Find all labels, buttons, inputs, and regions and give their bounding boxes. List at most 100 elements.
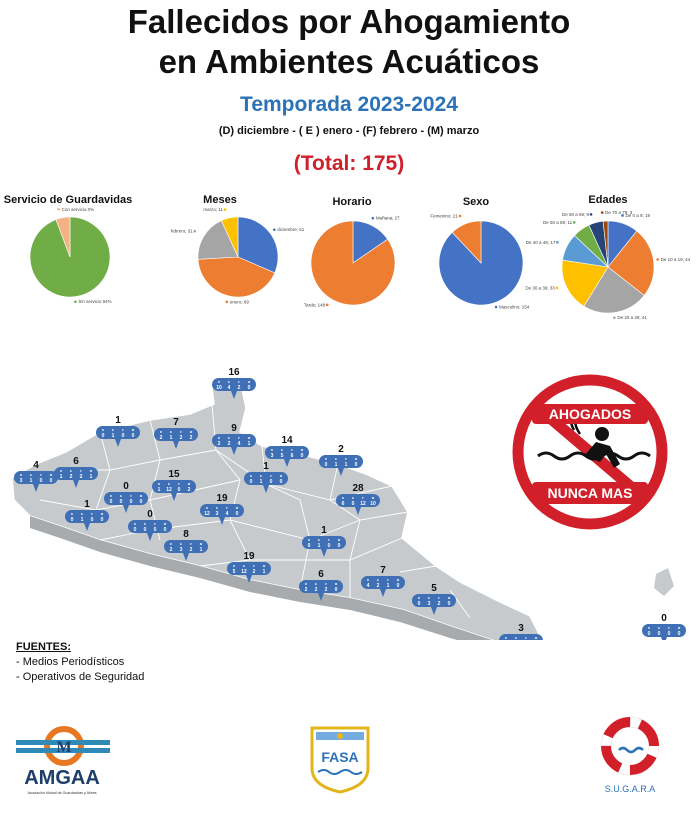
sources-block: FUENTES: - Medios Periodísticos - Operat… <box>16 640 144 685</box>
month-value: 5 <box>233 569 236 575</box>
month-value: 1 <box>248 441 251 447</box>
month-letter: E <box>112 428 114 432</box>
month-letter: D <box>305 582 308 586</box>
pie-slice <box>197 220 239 260</box>
month-value: 1 <box>318 543 321 549</box>
region-marker: 16 D10 E4 F2 M0 <box>212 367 256 399</box>
month-letter: F <box>122 428 124 432</box>
region-total: 6 <box>73 456 79 467</box>
pie-slice-label: Femenino; 21 <box>430 213 458 218</box>
month-value: 1 <box>263 569 266 575</box>
month-letter: M <box>50 473 53 477</box>
pie-label-marker <box>572 221 576 224</box>
month-value: 4 <box>226 511 229 517</box>
region-total: 1 <box>84 499 90 510</box>
month-letter: E <box>81 512 83 516</box>
month-value: 2 <box>315 587 318 593</box>
marker-pill <box>104 492 148 505</box>
month-letter: E <box>318 538 320 542</box>
month-letter: M <box>132 428 135 432</box>
month-value: 0 <box>335 587 338 593</box>
marker-pill <box>302 536 346 549</box>
month-letter: D <box>206 506 209 510</box>
marker-pill <box>54 467 98 480</box>
marker-pointer <box>321 549 327 557</box>
pie-label-marker <box>556 241 559 244</box>
month-value: 3 <box>428 601 431 607</box>
month-letter: D <box>342 496 345 500</box>
month-value: 1 <box>387 583 390 589</box>
pie-slice-label: De 10 a 19; 44 <box>661 257 691 262</box>
month-value: 0 <box>91 517 94 523</box>
marker-pointer <box>231 447 237 455</box>
month-value: 0 <box>301 453 304 459</box>
swimmer-body-icon <box>584 442 620 468</box>
marker-pill <box>299 580 343 593</box>
month-letter: D <box>134 522 137 526</box>
month-letter: M <box>248 380 251 384</box>
month-letter: D <box>325 457 328 461</box>
month-value: 4 <box>238 441 241 447</box>
month-letter: F <box>525 636 527 640</box>
pie-label-marker <box>371 216 375 220</box>
region-marker: 19 D12 E3 F4 M0 <box>200 493 244 525</box>
month-letter: D <box>271 448 274 452</box>
marker-pointer <box>123 505 129 513</box>
month-value: 12 <box>241 569 247 575</box>
month-value: 0 <box>338 543 341 549</box>
amgaa-sub: Asociación Mutual de Guardavidas y Afine… <box>27 791 96 795</box>
month-letter: F <box>328 538 330 542</box>
month-value: 0 <box>658 631 661 637</box>
month-value: 2 <box>325 587 328 593</box>
sun-icon <box>337 733 343 739</box>
marker-pointer <box>355 507 361 515</box>
pie-slice-label: De 0 a 9; 19 <box>626 213 651 218</box>
month-value: 0 <box>448 601 451 607</box>
month-letter: M <box>338 538 341 542</box>
month-letter: M <box>248 436 251 440</box>
region-total: 0 <box>147 509 153 520</box>
month-value: 0 <box>648 631 651 637</box>
marker-pill <box>227 562 271 575</box>
source-item: - Operativos de Seguridad <box>16 671 145 683</box>
marker-pill <box>200 504 244 517</box>
month-value: 0 <box>418 601 421 607</box>
swimmer-head-icon <box>595 427 609 441</box>
pie-label-marker <box>589 213 593 216</box>
month-value: 6 <box>291 453 294 459</box>
month-letter: E <box>216 506 218 510</box>
month-value: 2 <box>238 385 241 391</box>
month-letter: D <box>60 469 63 473</box>
region-total: 7 <box>380 565 386 576</box>
month-letter: F <box>91 512 93 516</box>
month-value: 1 <box>60 474 63 480</box>
marker-pointer <box>173 441 179 449</box>
region-total: 1 <box>263 461 269 472</box>
month-value: 2 <box>228 441 231 447</box>
month-letter: F <box>270 474 272 478</box>
logo-stripe <box>16 740 110 745</box>
marker-pointer <box>115 439 121 447</box>
month-value: 0 <box>130 499 133 505</box>
month-letter: E <box>144 522 146 526</box>
region-total: 0 <box>661 613 667 624</box>
pie-slice-label: De 60 a 69; 9 <box>562 212 590 217</box>
month-letter: F <box>362 496 364 500</box>
month-letter: D <box>648 626 651 630</box>
marker-pill <box>244 472 288 485</box>
marker-pill <box>212 378 256 391</box>
month-letter: E <box>315 582 317 586</box>
month-value: 0 <box>132 433 135 439</box>
marker-pill <box>14 471 58 484</box>
month-value: 0 <box>50 478 53 484</box>
month-value: 2 <box>170 547 173 553</box>
month-letter: M <box>280 474 283 478</box>
wave-icon <box>317 769 363 775</box>
month-letter: D <box>505 636 508 640</box>
month-value: 0 <box>71 517 74 523</box>
